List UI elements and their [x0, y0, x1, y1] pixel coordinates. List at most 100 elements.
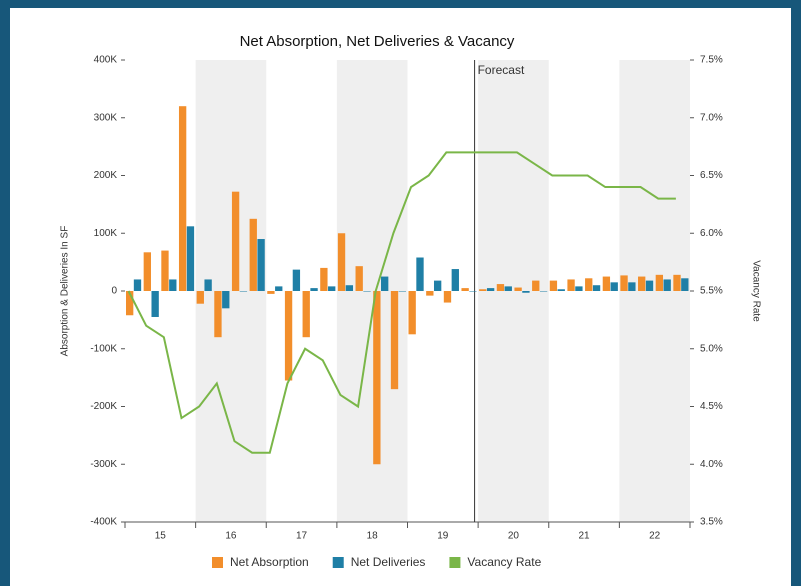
x-tick-label: 22	[649, 531, 661, 542]
bar	[373, 291, 381, 465]
y2-tick-label: 7.5%	[700, 55, 723, 66]
bar	[645, 280, 654, 291]
y-tick-label: -300K	[90, 459, 117, 470]
bar	[461, 288, 469, 291]
y2-tick-label: 6.5%	[700, 170, 723, 181]
bar	[433, 280, 442, 291]
bar	[133, 279, 142, 291]
bar	[169, 279, 177, 291]
bar	[557, 289, 565, 291]
y-tick-label: -100K	[90, 343, 117, 354]
y-tick-label: 100K	[94, 228, 118, 239]
bar	[381, 276, 389, 291]
bar	[196, 291, 204, 304]
y2-tick-label: 5.5%	[700, 286, 723, 297]
y-tick-label: 300K	[94, 112, 118, 123]
bar	[592, 285, 601, 291]
y-axis-title: Absorption & Deliveries In SF	[60, 226, 71, 357]
legend-swatch	[212, 557, 223, 568]
bar	[408, 291, 416, 335]
bar	[345, 285, 354, 291]
x-tick-label: 18	[367, 531, 379, 542]
y-tick-label: -200K	[90, 401, 117, 412]
y2-tick-label: 4.5%	[700, 401, 723, 412]
bar	[320, 267, 328, 291]
bar	[390, 291, 399, 390]
y2-axis-title: Vacancy Rate	[750, 260, 761, 322]
bar	[416, 257, 424, 291]
legend-text: Net Absorption	[230, 555, 309, 569]
bar	[257, 239, 265, 291]
bar	[451, 269, 459, 291]
bar	[628, 282, 636, 291]
y2-tick-label: 7.0%	[700, 112, 723, 123]
bar	[486, 288, 495, 291]
bar	[126, 291, 134, 316]
bar	[222, 291, 230, 309]
bar	[575, 286, 583, 291]
bar	[363, 291, 371, 292]
bar	[663, 279, 671, 291]
legend-swatch	[332, 557, 344, 568]
x-tick-label: 21	[579, 531, 591, 542]
x-tick-label: 16	[225, 531, 237, 542]
bar	[426, 291, 434, 296]
bar	[355, 266, 363, 291]
y-tick-label: -400K	[90, 517, 117, 528]
y2-tick-label: 5.0%	[700, 343, 723, 354]
bar	[328, 286, 336, 291]
bar	[398, 291, 406, 292]
y-tick-label: 0	[111, 286, 117, 297]
bar	[267, 291, 275, 294]
bar	[469, 291, 477, 292]
bar	[310, 288, 318, 291]
forecast-label: Forecast	[478, 63, 525, 77]
bar	[539, 291, 548, 292]
y2-tick-label: 3.5%	[700, 517, 723, 528]
legend-text: Net Deliveries	[351, 555, 426, 569]
bar	[522, 291, 530, 293]
bar	[549, 280, 558, 291]
bar	[249, 218, 257, 291]
bar	[161, 250, 169, 291]
bar	[231, 191, 240, 291]
bar	[302, 291, 310, 338]
bar	[143, 252, 151, 291]
bar	[275, 286, 283, 291]
bar	[204, 279, 212, 291]
y2-tick-label: 4.0%	[700, 459, 723, 470]
bar	[443, 291, 452, 303]
x-tick-label: 15	[155, 531, 167, 542]
bar	[337, 233, 346, 291]
bar	[178, 106, 187, 291]
bar	[567, 279, 575, 291]
y-tick-label: 200K	[94, 170, 118, 181]
bar	[292, 269, 301, 291]
bar	[673, 274, 681, 291]
bar	[610, 282, 618, 291]
bar	[496, 284, 505, 291]
x-tick-label: 17	[296, 531, 308, 542]
y2-tick-label: 6.0%	[700, 228, 723, 239]
bar	[151, 291, 159, 317]
x-tick-label: 19	[437, 531, 449, 542]
bar	[284, 291, 293, 381]
legend-text: Vacancy Rate	[467, 555, 541, 569]
chart-title: Net Absorption, Net Deliveries & Vacancy	[240, 33, 515, 50]
line	[127, 151, 676, 454]
bar	[602, 276, 611, 291]
bar	[214, 291, 222, 338]
bar	[532, 280, 540, 291]
bar	[620, 275, 628, 291]
bar	[239, 291, 248, 292]
bar	[186, 226, 195, 291]
bar	[655, 274, 664, 291]
bar	[479, 289, 487, 291]
bar	[638, 276, 646, 291]
bar	[504, 286, 512, 291]
bar	[514, 287, 522, 291]
legend-swatch	[449, 557, 461, 568]
bar	[585, 278, 593, 291]
